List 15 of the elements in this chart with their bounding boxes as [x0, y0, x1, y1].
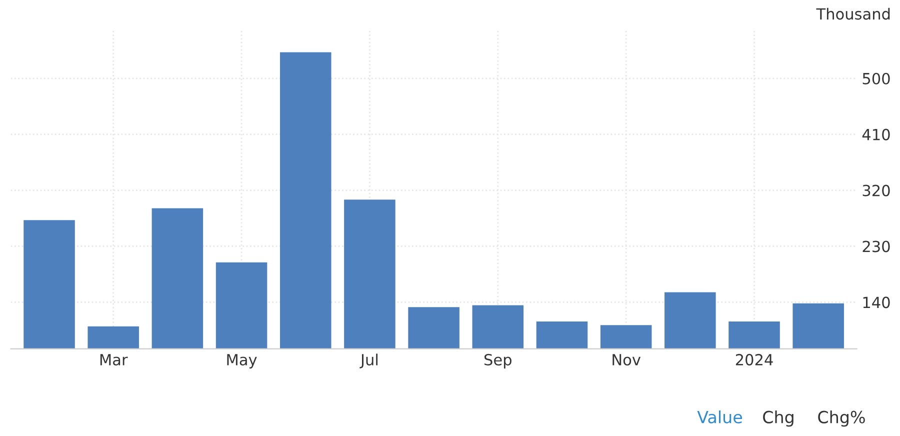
x-tick-label: Mar [100, 354, 128, 366]
text: Value [697, 410, 742, 424]
y-tick-label: 230 [862, 240, 890, 252]
x-tick-label: Jul [360, 354, 378, 368]
y-tick-label: 320 [862, 184, 890, 196]
y-axis-title: Thousand [816, 8, 890, 20]
x-tick-label: Nov [612, 354, 641, 366]
text: Chg% [818, 410, 865, 427]
text: Chg [763, 410, 794, 427]
y-tick-label: 500 [862, 72, 890, 84]
x-tick-label: Sep [484, 354, 512, 368]
y-tick-label: 410 [862, 128, 890, 140]
y-tick-label: 140 [863, 296, 890, 308]
x-tick-label: May [227, 354, 257, 368]
x-tick-label: 2024 [736, 354, 773, 366]
